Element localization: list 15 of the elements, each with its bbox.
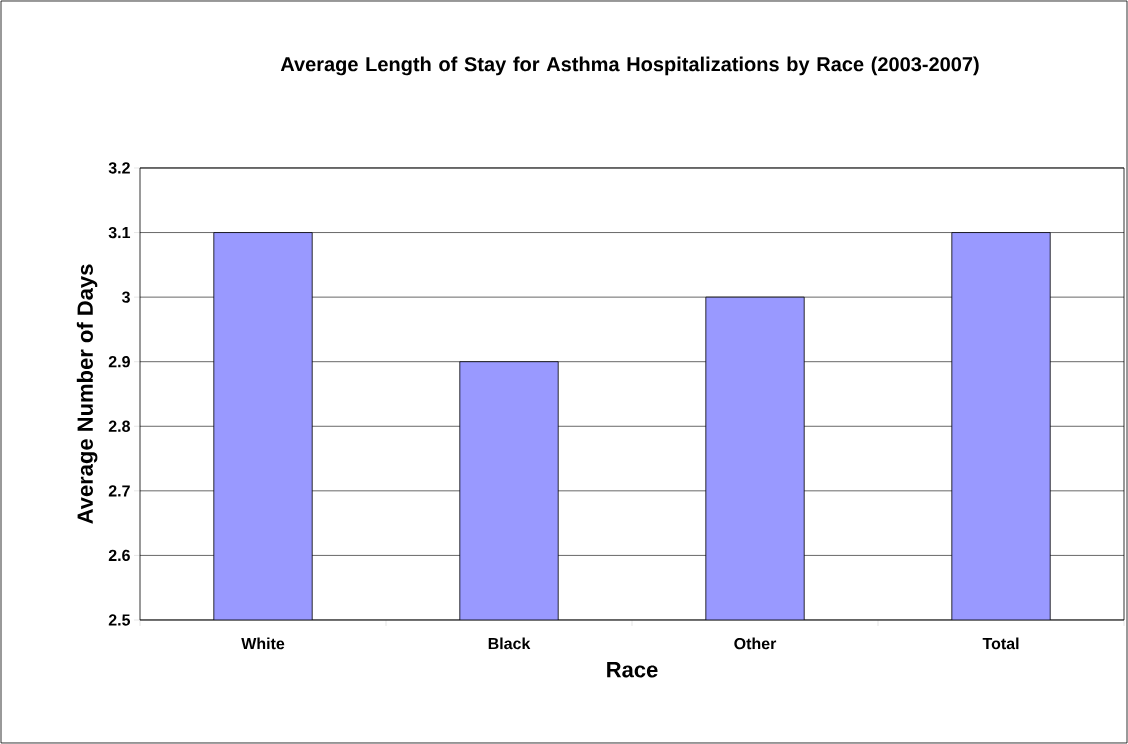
x-tick-label: Total	[982, 637, 1019, 650]
y-axis-title: Average Number of Days	[76, 264, 98, 524]
x-axis-title: Race	[607, 662, 658, 678]
x-tick-label: Other	[734, 637, 777, 650]
y-tick-label: 3.2	[108, 162, 130, 174]
y-tick-label: 2.8	[108, 420, 130, 432]
y-tick-label: 2.6	[108, 549, 130, 562]
y-tick-label: 2.9	[108, 356, 130, 368]
y-tick-label: 3.1	[108, 226, 131, 239]
y-tick-label: 2.5	[108, 614, 131, 626]
x-tick-label: White	[241, 637, 285, 650]
x-tick-label: Black	[488, 637, 531, 650]
y-tick-label: 2.7	[108, 485, 130, 497]
y-tick-label: 3	[121, 291, 130, 303]
chart-title: Average Length of Stay for Asthma Hospitalizations by Race (2003-2007)	[280, 56, 979, 76]
